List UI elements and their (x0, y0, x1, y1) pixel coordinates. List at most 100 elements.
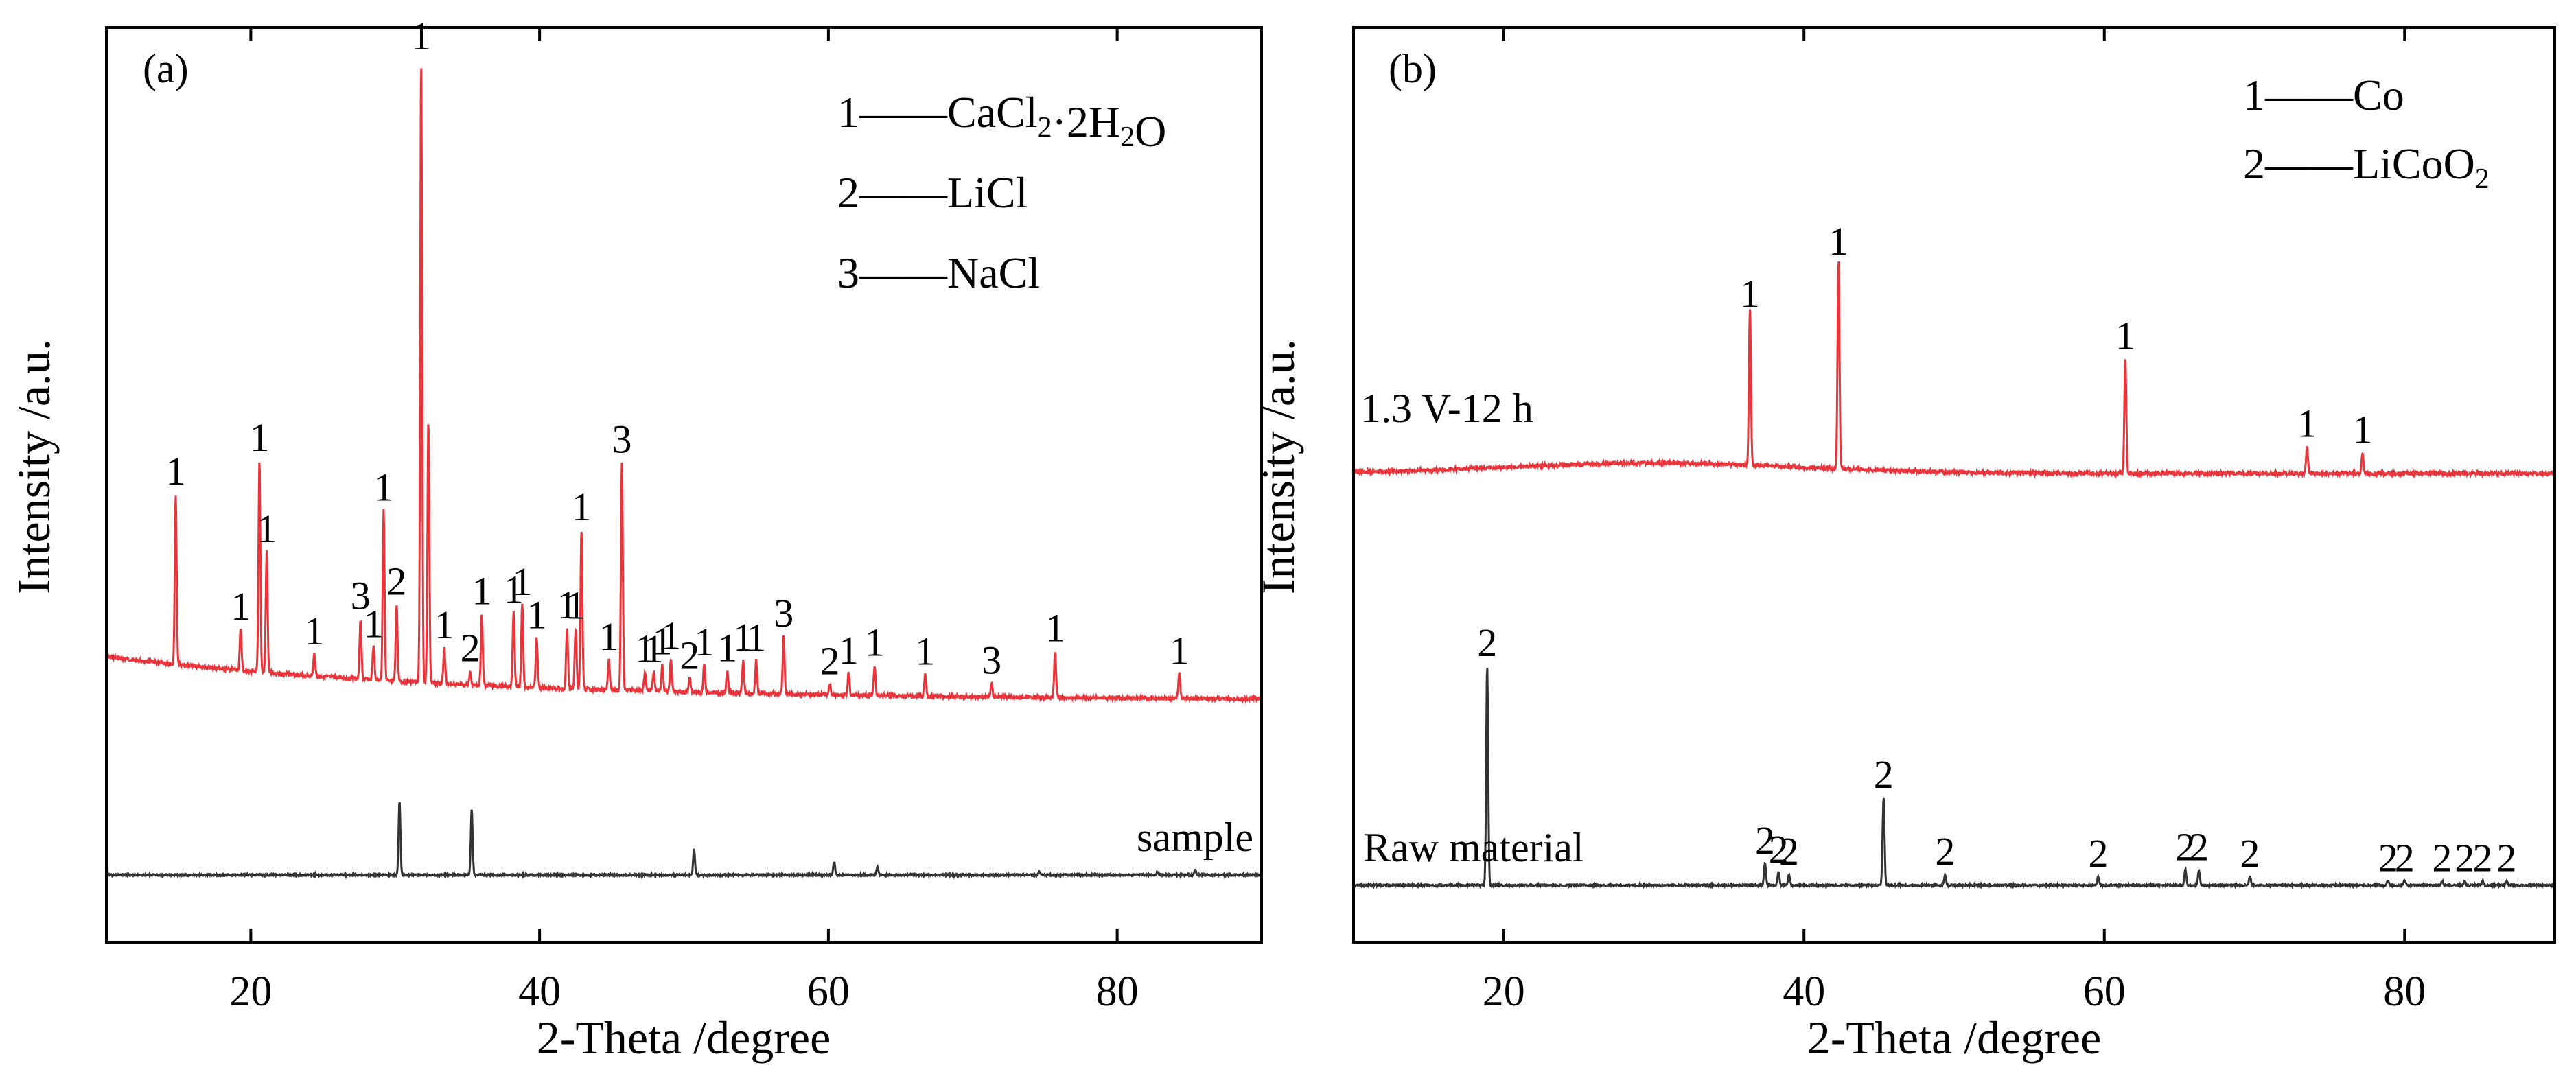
peak-label: 3 (612, 417, 632, 462)
series-1-name: 1.3 V-12 h (1360, 386, 1533, 431)
peak-label: 2 (2240, 831, 2260, 876)
peak-label: 1 (2115, 313, 2135, 358)
y-axis-label: Intensity /a.u. (1252, 339, 1304, 594)
legend-dash: —— (859, 248, 948, 297)
legend-text: LiCl (947, 168, 1028, 217)
legend-text: ·2H (1052, 97, 1121, 146)
peak-label: 1 (635, 627, 655, 671)
peak-label: 1 (572, 485, 592, 529)
legend-text: NaCl (947, 248, 1040, 297)
series-2-curve (105, 802, 1262, 880)
peak-label: 1 (1829, 219, 1848, 264)
legend-text: O (1135, 107, 1166, 156)
legend-dash: —— (2264, 71, 2354, 119)
peak-label: 2 (1755, 818, 1775, 863)
peak-label: 1 (733, 615, 753, 660)
peak-label: 2 (461, 626, 480, 670)
peak-label: 1 (695, 620, 715, 664)
peak-label: 1 (504, 567, 524, 611)
peak-label: 1 (472, 568, 492, 613)
peak-label: 1 (915, 629, 935, 673)
panel-label: (a) (143, 46, 189, 91)
x-tick-label: 60 (807, 968, 850, 1015)
peak-label: 2 (1477, 620, 1497, 665)
peak-label: 2 (2473, 836, 2493, 880)
peak-label: 1 (746, 615, 766, 660)
peak-label: 1 (1170, 629, 1190, 673)
peak-label: 3 (982, 638, 1001, 683)
peak-label: 1 (2297, 401, 2317, 445)
peak-label: 1 (304, 609, 324, 653)
legend-number: 1 (837, 88, 859, 137)
peak-label: 1 (644, 627, 664, 671)
x-axis-label: 2-Theta /degree (1807, 1012, 2102, 1064)
legend-entry-2: 2——LiCl (837, 168, 1028, 217)
peak-label: 2 (2455, 836, 2474, 880)
peak-label: 2 (1874, 752, 1894, 797)
peak-label: 2 (2189, 825, 2209, 870)
peak-label: 2 (2089, 831, 2109, 876)
series-1-name: sample (1137, 815, 1253, 860)
legend-dash: —— (859, 88, 948, 137)
peak-label: 1 (411, 14, 431, 58)
peak-label: 2 (2497, 836, 2517, 880)
legend-entry-1: 1——CaCl2·2H2O (837, 88, 1166, 156)
peak-label: 1 (434, 603, 454, 647)
legend-text: LiCoO (2353, 139, 2475, 188)
legend-number: 2 (837, 168, 859, 217)
peak-label: 2 (386, 559, 406, 603)
x-axis-label: 2-Theta /degree (537, 1012, 831, 1064)
legend-number: 3 (837, 248, 859, 297)
peak-label: 2 (2395, 836, 2415, 880)
peak-label: 1 (231, 584, 251, 629)
legend-entry-2: 2——LiCoO2 (2243, 139, 2490, 195)
peak-label: 1 (557, 583, 577, 627)
peak-label: 1 (865, 620, 885, 664)
x-tick-label: 40 (1783, 968, 1825, 1015)
series-2-name: Raw material (1363, 825, 1584, 870)
legend-entry-1: 1——Co (2243, 71, 2404, 119)
peak-label: 1 (364, 602, 384, 646)
series-1-curve (106, 68, 1262, 704)
peak-label: 1 (1045, 605, 1065, 650)
legend-subscript: 2 (1038, 112, 1052, 143)
legend-number: 1 (2243, 71, 2265, 119)
peak-label: 1 (599, 614, 619, 659)
x-tick-label: 80 (2383, 968, 2426, 1015)
peak-label: 1 (717, 626, 737, 670)
plot-frame (1352, 26, 2556, 944)
peak-label: 2 (1769, 827, 1789, 872)
legend-dash: —— (859, 168, 948, 217)
peak-label: 2 (820, 638, 840, 683)
legend-entry-3: 3——NaCl (837, 248, 1040, 297)
peak-label: 2 (680, 633, 699, 677)
x-tick-label: 40 (518, 968, 561, 1015)
peak-label: 2 (2175, 825, 2195, 870)
legend-subscript: 2 (1120, 121, 1135, 153)
peak-label: 1 (526, 593, 546, 638)
legend-text: Co (2353, 71, 2404, 119)
peak-label: 1 (1740, 271, 1760, 316)
series-1-curve (1352, 261, 2555, 480)
peak-label: 1 (166, 449, 186, 493)
peak-label: 1 (661, 614, 681, 658)
legend-number: 2 (2243, 139, 2265, 188)
peak-label: 1 (2353, 408, 2373, 452)
peak-label: 2 (1935, 829, 1955, 874)
peak-label: 3 (774, 591, 793, 635)
peak-label: 1 (839, 628, 859, 673)
peak-label: 1 (373, 465, 393, 509)
peak-label: 1 (512, 559, 532, 604)
legend-subscript: 2 (2475, 163, 2490, 195)
x-tick-label: 20 (1483, 968, 1525, 1015)
peak-label: 1 (566, 583, 585, 628)
series-2-curve (1352, 667, 2555, 890)
peak-label: 2 (1779, 829, 1799, 874)
x-tick-label: 60 (2083, 968, 2126, 1015)
peak-label: 2 (2432, 836, 2452, 880)
peak-label: 1 (652, 618, 672, 663)
x-tick-label: 80 (1096, 968, 1139, 1015)
